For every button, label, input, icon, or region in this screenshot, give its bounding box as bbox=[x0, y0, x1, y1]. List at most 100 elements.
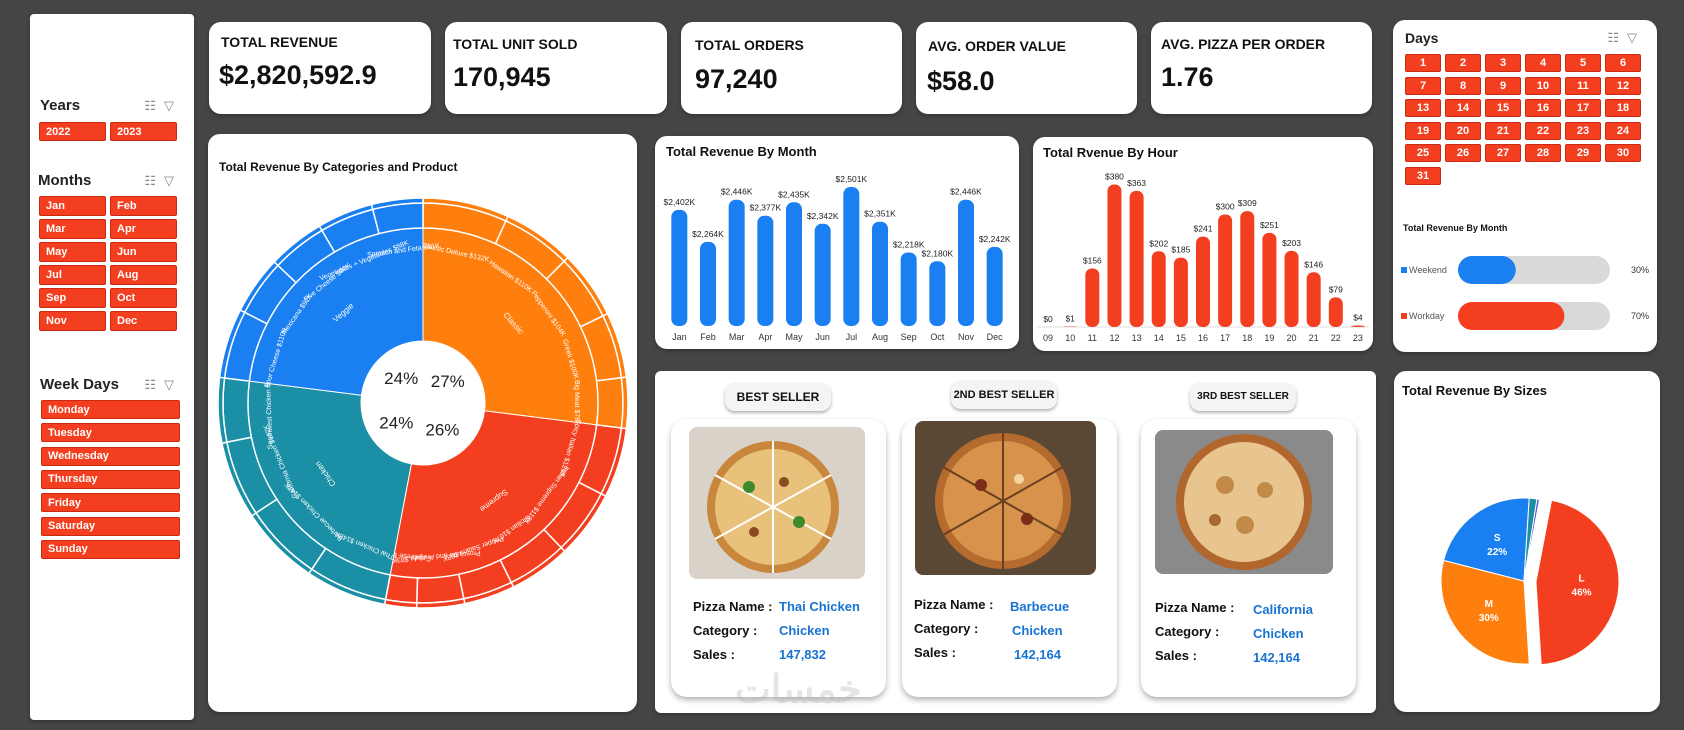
sales-row: Sales : 142,164 bbox=[914, 645, 1114, 662]
day-button-20[interactable]: 20 bbox=[1445, 121, 1481, 140]
day-button-2[interactable]: 2 bbox=[1445, 54, 1481, 72]
sales-row: Sales : 142,164 bbox=[1155, 648, 1355, 665]
day-button-17[interactable]: 17 bbox=[1565, 99, 1601, 117]
days-slicer-title: Days bbox=[1405, 30, 1439, 46]
bar-Jan bbox=[671, 209, 688, 326]
kpi-value: 1.76 bbox=[1161, 62, 1214, 92]
month-button-dec[interactable]: Dec bbox=[110, 311, 177, 331]
tick-label: 11 bbox=[1088, 333, 1097, 343]
bar-label: $146 bbox=[1304, 259, 1323, 269]
day-button-14[interactable]: 14 bbox=[1445, 99, 1481, 117]
weekday-button-sunday[interactable]: Sunday bbox=[41, 539, 180, 559]
month-button-jun[interactable]: Jun bbox=[110, 242, 177, 262]
day-button-1[interactable]: 1 bbox=[1405, 54, 1441, 72]
day-button-10[interactable]: 10 bbox=[1525, 76, 1561, 95]
day-button-23[interactable]: 23 bbox=[1565, 121, 1601, 140]
day-button-9[interactable]: 9 bbox=[1485, 76, 1521, 95]
sales-row: Sales : 147,832 bbox=[693, 647, 883, 662]
month-button-sep[interactable]: Sep bbox=[39, 288, 106, 308]
slicer-panel: Years ☷▽ 2022 2023 Months ☷▽ Jan Feb Mar Apr… bbox=[30, 14, 194, 720]
tick-label: Jun bbox=[815, 332, 830, 342]
sunburst-outer-segment bbox=[595, 376, 624, 429]
day-button-6[interactable]: 6 bbox=[1605, 54, 1641, 72]
day-button-7[interactable]: 7 bbox=[1405, 76, 1441, 95]
bar-label: $241 bbox=[1194, 224, 1213, 234]
bar-15 bbox=[1173, 257, 1188, 327]
weekday-button-saturday[interactable]: Saturday bbox=[41, 516, 180, 536]
weekday-button-monday[interactable]: Monday bbox=[41, 400, 180, 419]
pizza-photo-california bbox=[1155, 430, 1333, 574]
weekdays-slicer-icons[interactable]: ☷▽ bbox=[144, 377, 182, 392]
day-button-4[interactable]: 4 bbox=[1525, 54, 1561, 72]
month-button-nov[interactable]: Nov bbox=[39, 311, 106, 331]
day-button-11[interactable]: 11 bbox=[1565, 76, 1601, 95]
year-button-2023[interactable]: 2023 bbox=[110, 122, 177, 141]
sunburst-outer-rim bbox=[620, 376, 629, 430]
year-button-2022[interactable]: 2022 bbox=[39, 122, 106, 141]
month-button-jan[interactable]: Jan bbox=[39, 196, 106, 216]
tick-label: 10 bbox=[1065, 333, 1075, 343]
years-slicer-icons[interactable]: ☷▽ bbox=[144, 98, 182, 113]
month-button-mar[interactable]: Mar bbox=[39, 219, 106, 239]
bar-21 bbox=[1306, 272, 1321, 327]
day-button-15[interactable]: 15 bbox=[1485, 99, 1521, 117]
bar-label: $2,446K bbox=[721, 187, 753, 197]
weekday-button-wednesday[interactable]: Wednesday bbox=[41, 446, 180, 466]
category-row: Category : Chicken bbox=[914, 621, 1114, 638]
day-button-5[interactable]: 5 bbox=[1565, 54, 1601, 72]
day-button-19[interactable]: 19 bbox=[1405, 121, 1441, 140]
third-seller-badge: 3RD BEST SELLER bbox=[1190, 383, 1296, 411]
day-button-18[interactable]: 18 bbox=[1605, 99, 1641, 117]
bar-22 bbox=[1328, 297, 1343, 327]
day-button-13[interactable]: 13 bbox=[1405, 99, 1441, 117]
pie-pct-label: 22% bbox=[1487, 547, 1507, 558]
pizza-name: Thai Chicken bbox=[779, 599, 860, 614]
kpi-label: AVG. ORDER VALUE bbox=[928, 38, 1066, 54]
day-button-29[interactable]: 29 bbox=[1565, 144, 1601, 162]
day-button-30[interactable]: 30 bbox=[1605, 144, 1641, 162]
bar-label: $2,377K bbox=[749, 203, 781, 213]
sunburst-outer-rim bbox=[370, 197, 424, 211]
tick-label: 15 bbox=[1176, 333, 1186, 343]
sunburst-outer-segment bbox=[222, 377, 253, 444]
category-label: Category : bbox=[693, 623, 758, 638]
day-button-26[interactable]: 26 bbox=[1445, 144, 1481, 162]
second-seller-badge: 2ND BEST SELLER bbox=[951, 381, 1057, 409]
days-slicer: Days ☷▽ 1 2 3 4 5 6 7 8 9 10 11 12 13 14 15 16 17 18 19 20 2… bbox=[1393, 20, 1657, 352]
day-button-25[interactable]: 25 bbox=[1405, 144, 1441, 162]
weekday-button-tuesday[interactable]: Tuesday bbox=[41, 423, 180, 443]
bar-Oct bbox=[929, 261, 946, 326]
day-button-21[interactable]: 21 bbox=[1485, 121, 1521, 140]
tick-label: Apr bbox=[758, 332, 772, 342]
day-button-24[interactable]: 24 bbox=[1605, 121, 1641, 140]
month-button-aug[interactable]: Aug bbox=[110, 265, 177, 285]
day-button-12[interactable]: 12 bbox=[1605, 76, 1641, 95]
sales-label: Sales : bbox=[914, 645, 956, 660]
day-button-8[interactable]: 8 bbox=[1445, 76, 1481, 95]
day-button-31[interactable]: 31 bbox=[1405, 166, 1441, 185]
sales-value: 147,832 bbox=[779, 647, 826, 662]
month-chart-title: Total Revenue By Month bbox=[666, 144, 817, 159]
seller-card-2: Pizza Name : Barbecue Category : Chicken S… bbox=[902, 419, 1117, 697]
bar-label: $300 bbox=[1216, 202, 1235, 212]
tick-label: May bbox=[785, 332, 803, 342]
month-button-may[interactable]: May bbox=[39, 242, 106, 262]
day-button-3[interactable]: 3 bbox=[1485, 54, 1521, 72]
month-button-oct[interactable]: Oct bbox=[110, 288, 177, 308]
month-button-apr[interactable]: Apr bbox=[110, 219, 177, 239]
month-button-jul[interactable]: Jul bbox=[39, 265, 106, 285]
tick-label: 18 bbox=[1242, 333, 1252, 343]
day-button-27[interactable]: 27 bbox=[1485, 144, 1521, 162]
bar-12 bbox=[1107, 184, 1122, 327]
month-button-feb[interactable]: Feb bbox=[110, 196, 177, 216]
weekday-button-thursday[interactable]: Thursday bbox=[41, 469, 180, 489]
months-slicer-icons[interactable]: ☷▽ bbox=[144, 173, 182, 188]
bar-label: $1 bbox=[1065, 314, 1075, 324]
day-button-28[interactable]: 28 bbox=[1525, 144, 1561, 162]
day-button-16[interactable]: 16 bbox=[1525, 99, 1561, 117]
day-button-22[interactable]: 22 bbox=[1525, 121, 1561, 140]
days-slicer-icons[interactable]: ☷▽ bbox=[1607, 30, 1645, 45]
weekday-button-friday[interactable]: Friday bbox=[41, 493, 180, 513]
tick-label: 12 bbox=[1109, 333, 1119, 343]
